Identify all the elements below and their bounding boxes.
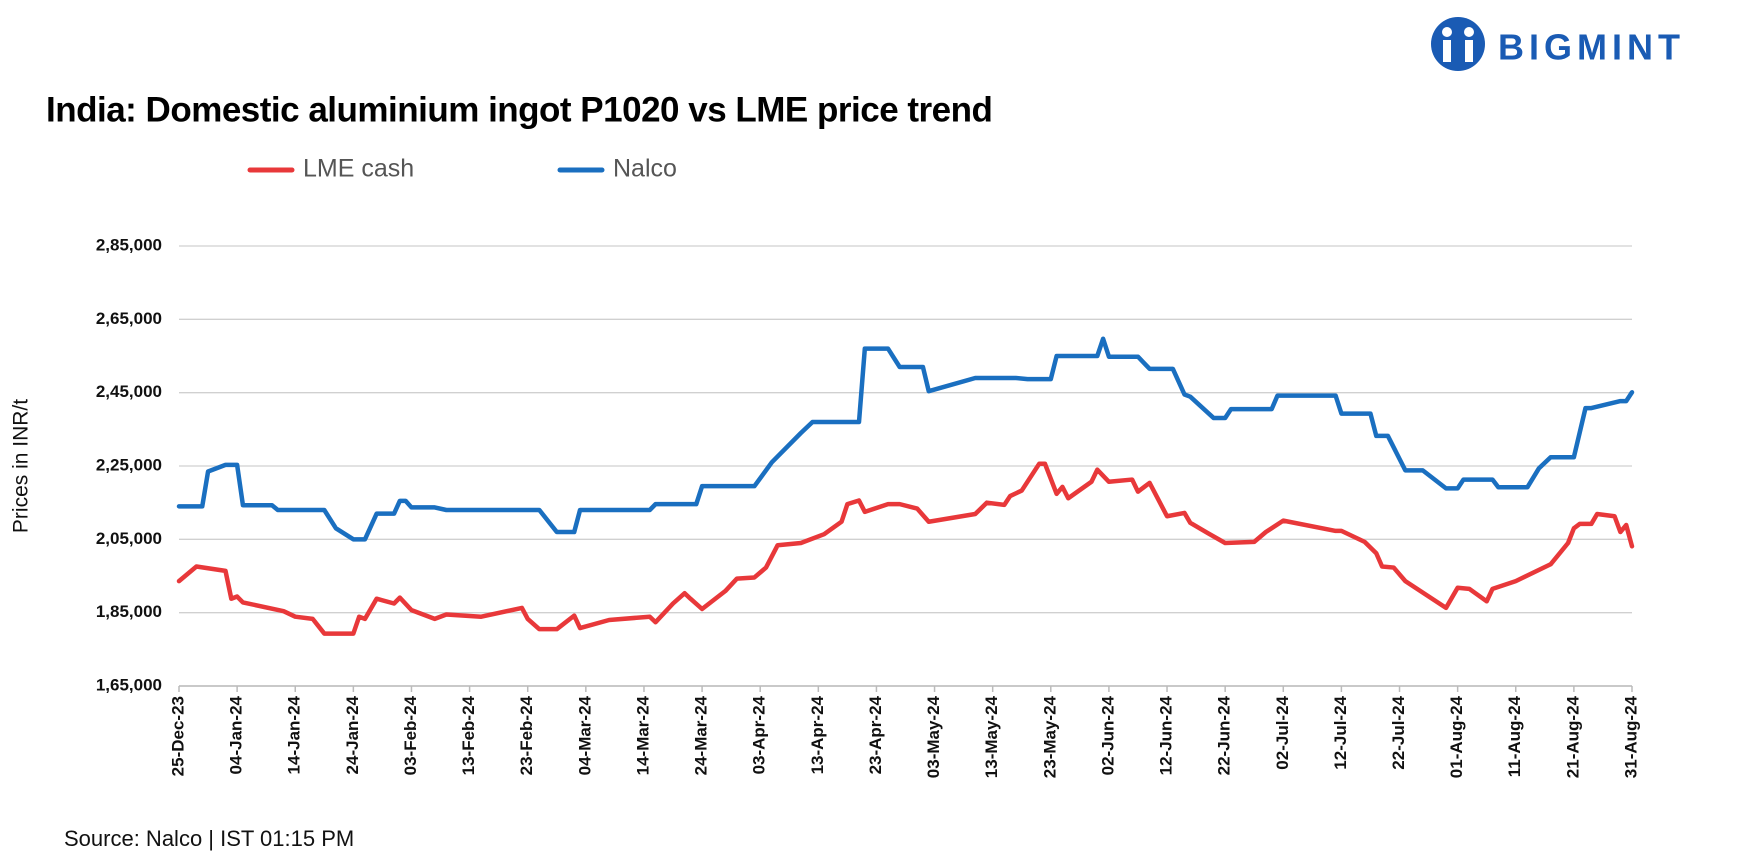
x-tick-label: 12-Jun-24 [1157, 695, 1176, 775]
logo-icon-head [1464, 27, 1474, 37]
x-tick-label: 03-May-24 [924, 695, 943, 778]
y-tick-label: 1,85,000 [96, 602, 162, 621]
y-tick-label: 2,85,000 [96, 235, 162, 254]
y-tick-label: 2,25,000 [96, 455, 162, 474]
x-tick-label: 25-Dec-23 [168, 696, 187, 776]
x-tick-label: 01-Aug-24 [1447, 695, 1466, 778]
x-tick-label: 12-Jul-24 [1331, 695, 1350, 769]
legend-label: Nalco [613, 155, 677, 183]
x-tick-label: 23-May-24 [1040, 695, 1059, 778]
x-tick-label: 22-Jun-24 [1215, 695, 1234, 775]
logo-icon-body [1465, 40, 1473, 62]
logo-icon-body [1443, 40, 1451, 62]
y-axis-label: Prices in INR/t [10, 399, 33, 533]
logo-icon [1431, 17, 1485, 71]
source-note: Source: Nalco | IST 01:15 PM [64, 826, 354, 851]
chart-title: India: Domestic aluminium ingot P1020 vs… [46, 90, 992, 129]
x-tick-label: 11-Aug-24 [1505, 695, 1524, 777]
y-tick-label: 2,65,000 [96, 309, 162, 328]
x-tick-label: 03-Feb-24 [401, 695, 420, 775]
y-tick-label: 2,45,000 [96, 382, 162, 401]
x-tick-label: 22-Jul-24 [1389, 695, 1408, 769]
legend-label: LME cash [303, 155, 414, 183]
line-series [176, 461, 1635, 636]
x-tick-label: 14-Mar-24 [633, 695, 652, 775]
x-tick-label: 04-Jan-24 [227, 695, 246, 774]
x-tick-label: 02-Jul-24 [1273, 695, 1292, 769]
x-tick-label: 21-Aug-24 [1563, 695, 1582, 778]
x-tick-label: 04-Mar-24 [575, 695, 594, 775]
x-tick-label: 23-Feb-24 [517, 695, 536, 775]
x-tick-label: 31-Aug-24 [1621, 695, 1640, 778]
logo-icon-head [1442, 27, 1452, 37]
x-tick-label: 03-Apr-24 [750, 695, 769, 774]
x-tick-label: 24-Jan-24 [343, 695, 362, 774]
x-tick-label: 02-Jun-24 [1098, 695, 1117, 775]
logo-text: BIGMINT [1498, 27, 1685, 68]
y-tick-label: 1,65,000 [96, 675, 162, 694]
x-tick-label: 14-Jan-24 [285, 695, 304, 774]
x-tick-label: 24-Mar-24 [692, 695, 711, 775]
line-series [176, 336, 1635, 542]
logo: BIGMINT [1431, 17, 1685, 71]
x-tick-label: 13-May-24 [982, 695, 1001, 778]
x-tick-label: 13-Apr-24 [808, 695, 827, 774]
y-tick-label: 2,05,000 [96, 529, 162, 548]
x-tick-label: 23-Apr-24 [866, 695, 885, 774]
x-tick-label: 13-Feb-24 [459, 695, 478, 775]
